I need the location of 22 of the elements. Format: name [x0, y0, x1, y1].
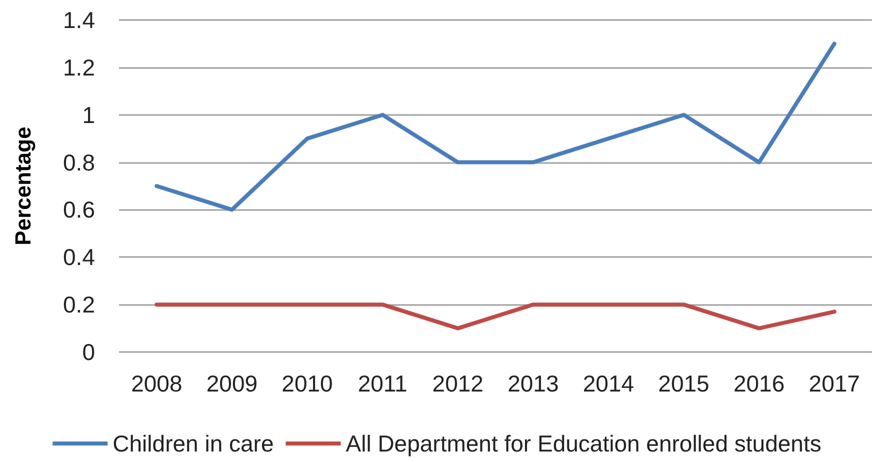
x-tick-label: 2011 [358, 370, 408, 396]
x-tick-label: 2009 [206, 370, 258, 396]
y-tick-label: 1 [82, 102, 95, 128]
x-tick-label: 2016 [733, 370, 785, 396]
legend-label: All Department for Education enrolled students [346, 430, 822, 456]
x-tick-label: 2013 [508, 370, 559, 396]
y-tick-label: 0 [82, 339, 95, 365]
x-tick-label: 2017 [808, 370, 860, 396]
y-axis-title: Percentage [10, 126, 36, 246]
x-tick-label: 2014 [582, 370, 634, 396]
legend-label: Children in care [112, 430, 274, 456]
x-tick-label: 2012 [432, 370, 484, 396]
y-tick-label: 1.2 [63, 54, 95, 80]
x-tick-label: 2010 [282, 370, 333, 396]
y-tick-label: 0.8 [63, 149, 95, 176]
y-tick-label: 0.4 [63, 244, 96, 270]
x-tick-label: 2015 [658, 370, 710, 396]
y-tick-label: 0.2 [63, 292, 95, 318]
line-series [154, 42, 836, 212]
y-tick-label: 1.4 [63, 7, 96, 33]
x-tick-label: 2008 [131, 370, 182, 396]
y-tick-label: 0.6 [63, 196, 95, 223]
